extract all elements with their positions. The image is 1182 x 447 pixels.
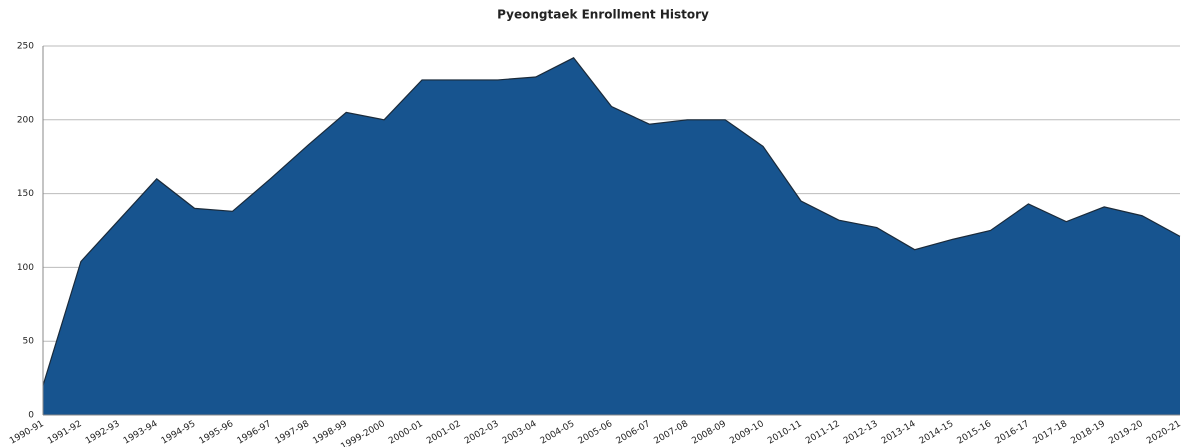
y-tick-label: 50	[23, 337, 35, 347]
x-tick-label: 2000-01	[387, 419, 425, 446]
y-tick-label: 250	[17, 42, 34, 52]
x-tick-label: 2020-21	[1145, 419, 1182, 446]
x-tick-label: 2019-20	[1107, 419, 1145, 447]
area	[43, 57, 1180, 416]
x-tick-label: 2007-08	[652, 419, 690, 447]
x-tick-label: 2001-02	[425, 419, 463, 446]
x-tick-label: 1999-2000	[339, 419, 387, 447]
x-tick-label: 2009-10	[728, 419, 766, 447]
x-tick-label: 1992-93	[84, 419, 122, 446]
x-tick-label: 2011-12	[804, 419, 842, 446]
x-tick-label: 2012-13	[842, 419, 880, 446]
x-tick-label: 2004-05	[539, 419, 577, 446]
x-tick-label: 2003-04	[501, 419, 539, 447]
x-tick-label: 2016-17	[994, 419, 1032, 446]
y-tick-label: 200	[17, 115, 34, 125]
y-tick-label: 150	[17, 189, 34, 199]
x-tick-label: 1994-95	[160, 419, 198, 446]
x-tick-label: 2005-06	[577, 419, 615, 447]
x-tick-label: 2006-07	[615, 419, 653, 446]
x-tick-label: 2008-09	[690, 419, 728, 447]
x-tick-label: 2002-03	[463, 419, 501, 446]
x-tick-label: 2010-11	[766, 419, 804, 446]
chart-title: Pyeongtaek Enrollment History	[497, 8, 709, 22]
y-tick-label: 0	[28, 411, 34, 421]
x-tick-label: 1995-96	[198, 419, 236, 447]
x-tick-label: 1991-92	[46, 419, 84, 446]
x-tick-label: 2017-18	[1031, 419, 1069, 447]
y-tick-label: 100	[17, 263, 34, 273]
x-tick-label: 1990-91	[8, 419, 46, 446]
x-tick-label: 2015-16	[956, 419, 994, 447]
x-tick-label: 1997-98	[273, 419, 311, 447]
x-tick-label: 1993-94	[122, 419, 160, 447]
x-tick-label: 1996-97	[236, 419, 274, 446]
x-tick-label: 2014-15	[918, 419, 956, 446]
x-tick-label: 2018-19	[1069, 419, 1107, 447]
x-tick-label: 2013-14	[880, 419, 918, 447]
area-outline	[42, 57, 1181, 386]
